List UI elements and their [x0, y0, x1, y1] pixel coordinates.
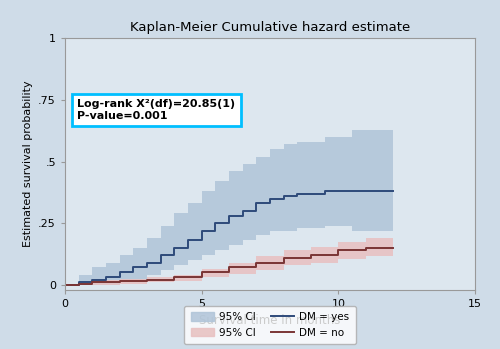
Title: Kaplan-Meier Cumulative hazard estimate: Kaplan-Meier Cumulative hazard estimate — [130, 21, 410, 35]
Y-axis label: Estimated survival probability: Estimated survival probability — [22, 81, 32, 247]
Text: Log-rank X²(df)=20.85(1)
P-value=0.001: Log-rank X²(df)=20.85(1) P-value=0.001 — [78, 99, 235, 121]
Legend: 95% CI, 95% CI, DM = yes, DM = no: 95% CI, 95% CI, DM = yes, DM = no — [184, 306, 356, 344]
X-axis label: Survival time in months: Survival time in months — [200, 314, 340, 327]
